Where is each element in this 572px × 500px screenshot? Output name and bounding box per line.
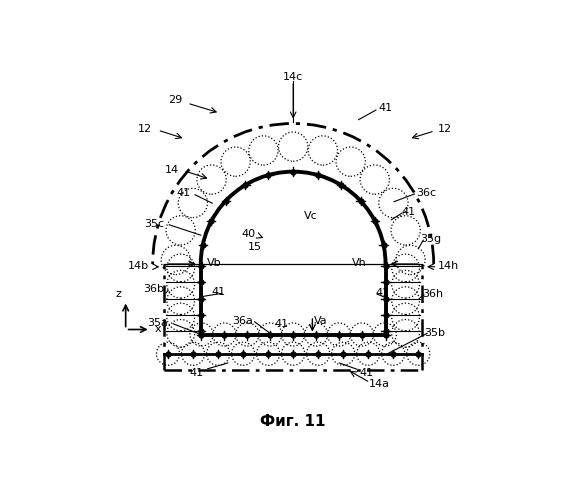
Text: 36h: 36h [422,288,443,298]
Text: 41: 41 [211,287,225,297]
Text: 12: 12 [138,124,152,134]
Text: 41: 41 [379,103,392,113]
Text: z: z [116,288,122,298]
Text: Vb: Vb [207,258,221,268]
Text: 41: 41 [375,288,390,298]
Text: 35g: 35g [420,234,442,244]
Text: Va: Va [314,316,328,326]
Text: Vc: Vc [304,211,317,221]
Text: 14b: 14b [128,261,149,271]
Text: 14c: 14c [283,72,303,83]
Text: 14: 14 [165,164,179,174]
Text: 35c: 35c [144,218,164,228]
Text: 41: 41 [402,207,416,217]
Text: x: x [154,324,161,334]
Text: 35a: 35a [147,318,168,328]
Text: 14h: 14h [438,261,459,271]
Text: 41: 41 [190,368,204,378]
Text: 36a: 36a [232,316,253,326]
Text: 15: 15 [248,242,261,252]
Text: 36c: 36c [416,188,436,198]
Text: Фиг. 11: Фиг. 11 [260,414,326,428]
Text: 41: 41 [176,188,190,198]
Text: 14a: 14a [370,379,390,389]
Text: 41: 41 [359,368,374,378]
Text: 12: 12 [438,124,452,134]
Text: 35b: 35b [424,328,446,338]
Text: 41: 41 [275,320,289,330]
Text: 29: 29 [169,96,183,106]
Text: Vh: Vh [352,258,367,268]
Text: 40: 40 [242,229,256,239]
Text: 36b: 36b [143,284,164,294]
